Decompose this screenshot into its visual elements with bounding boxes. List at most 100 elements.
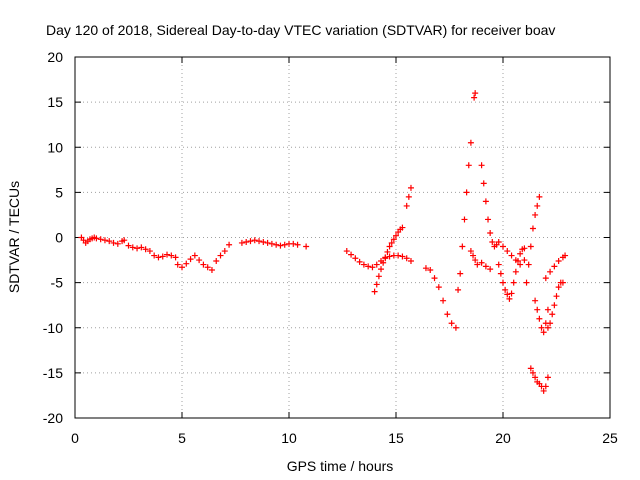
data-point xyxy=(93,235,100,242)
data-point xyxy=(386,243,393,250)
data-point xyxy=(452,324,459,331)
data-point xyxy=(506,295,513,302)
data-point xyxy=(471,94,478,101)
data-point xyxy=(251,237,258,244)
data-point xyxy=(455,286,462,293)
data-point xyxy=(281,241,288,248)
data-point xyxy=(504,248,511,255)
x-axis-label: GPS time / hours xyxy=(287,458,394,474)
series-seg12 xyxy=(478,162,502,250)
data-point xyxy=(110,239,117,246)
data-point xyxy=(303,243,310,250)
data-point xyxy=(378,266,385,273)
data-point xyxy=(382,254,389,261)
data-point xyxy=(356,258,363,265)
data-point xyxy=(196,257,203,264)
data-point xyxy=(487,229,494,236)
data-point xyxy=(517,261,524,268)
data-point xyxy=(553,293,560,300)
data-point xyxy=(371,288,378,295)
data-point xyxy=(559,279,566,286)
data-point xyxy=(540,387,547,394)
data-point xyxy=(200,261,207,268)
x-tick-label: 15 xyxy=(388,430,404,446)
data-point xyxy=(480,180,487,187)
data-point xyxy=(422,265,429,272)
data-point xyxy=(264,239,271,246)
data-point xyxy=(121,237,128,244)
data-point xyxy=(243,239,250,246)
y-tick-label: 10 xyxy=(47,139,63,155)
data-point xyxy=(544,324,551,331)
data-point xyxy=(151,252,158,259)
y-tick-label: -20 xyxy=(43,410,63,426)
data-point xyxy=(384,248,391,255)
data-point xyxy=(360,261,367,268)
series-seg9 xyxy=(455,139,474,293)
data-point xyxy=(532,211,539,218)
data-point xyxy=(294,241,301,248)
axis-ticks xyxy=(74,56,611,419)
data-point xyxy=(521,245,528,252)
data-point xyxy=(472,257,479,264)
series-seg4 xyxy=(238,237,310,250)
data-point xyxy=(459,243,466,250)
data-point xyxy=(348,251,355,258)
data-point xyxy=(467,248,474,255)
data-point xyxy=(390,236,397,243)
data-point xyxy=(172,254,179,261)
data-point xyxy=(482,198,489,205)
data-point xyxy=(547,268,554,275)
series-seg2 xyxy=(125,242,179,261)
data-point xyxy=(290,240,297,247)
data-point xyxy=(106,238,113,245)
data-point xyxy=(489,239,496,246)
series-seg11 xyxy=(471,90,479,101)
series-seg17 xyxy=(532,297,551,336)
data-point xyxy=(405,193,412,200)
data-point xyxy=(461,216,468,223)
data-point xyxy=(478,162,485,169)
grid-lines xyxy=(75,57,610,418)
data-point xyxy=(482,263,489,270)
y-axis-label: SDTVAR / TECUs xyxy=(6,181,22,293)
data-point xyxy=(555,284,562,291)
x-tick-label: 20 xyxy=(495,430,511,446)
data-point xyxy=(463,189,470,196)
data-point xyxy=(97,236,104,243)
data-point xyxy=(542,275,549,282)
data-point xyxy=(213,257,220,264)
data-point xyxy=(502,286,509,293)
data-point xyxy=(448,320,455,327)
x-tick-labels: 0 5 10 15 20 25 xyxy=(71,430,618,446)
data-point xyxy=(369,264,376,271)
series-seg14 xyxy=(500,243,528,268)
data-point xyxy=(403,202,410,209)
data-point xyxy=(517,250,524,257)
y-tick-label: -10 xyxy=(43,320,63,336)
data-point xyxy=(373,261,380,268)
data-point xyxy=(487,266,494,273)
series-seg8 xyxy=(422,265,459,331)
data-point xyxy=(465,162,472,169)
y-tick-label: 20 xyxy=(47,49,63,65)
data-point xyxy=(268,240,275,247)
data-point xyxy=(260,239,267,246)
data-point xyxy=(547,320,554,327)
data-point xyxy=(536,315,543,322)
data-point xyxy=(375,273,382,280)
data-point xyxy=(395,252,402,259)
data-point xyxy=(221,248,228,255)
x-tick-label: 10 xyxy=(281,430,297,446)
data-point xyxy=(532,297,539,304)
x-tick-label: 25 xyxy=(602,430,618,446)
data-point xyxy=(544,374,551,381)
data-point xyxy=(208,266,215,273)
data-point xyxy=(495,239,502,246)
data-point xyxy=(470,252,477,259)
data-point xyxy=(273,241,280,248)
data-point xyxy=(164,251,171,258)
series-seg3 xyxy=(174,241,233,273)
y-tick-label: 15 xyxy=(47,94,63,110)
